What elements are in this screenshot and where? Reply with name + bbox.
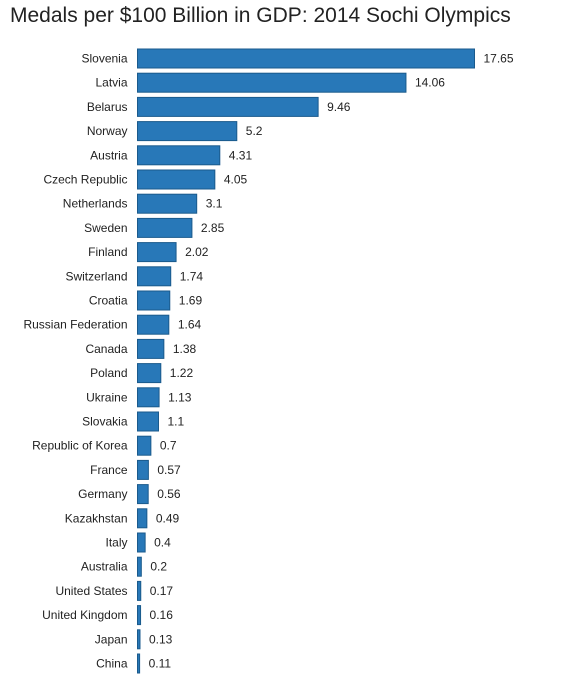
category-label: Finland <box>88 245 127 259</box>
value-label: 1.38 <box>173 342 197 356</box>
category-label: Germany <box>78 487 127 501</box>
bar <box>137 363 162 384</box>
value-label: 0.17 <box>150 584 174 598</box>
value-label: 3.1 <box>206 197 223 211</box>
category-label: United Kingdom <box>42 608 127 622</box>
chart-title: Medals per $100 Billion in GDP: 2014 Soc… <box>10 4 511 27</box>
value-label: 0.57 <box>157 463 181 477</box>
value-label: 5.2 <box>246 124 263 138</box>
value-label: 0.16 <box>150 608 174 622</box>
category-label: Belarus <box>87 100 128 114</box>
bar <box>137 653 141 674</box>
category-label: Ukraine <box>86 390 128 404</box>
bar <box>137 484 149 505</box>
category-label: Canada <box>85 342 127 356</box>
category-label: Poland <box>90 366 127 380</box>
category-label: Italy <box>105 536 127 550</box>
value-label: 1.22 <box>170 366 194 380</box>
value-label: 0.4 <box>154 536 171 550</box>
bar <box>137 290 171 311</box>
bar <box>137 121 238 142</box>
value-label: 4.31 <box>229 148 253 162</box>
value-label: 14.06 <box>415 76 445 90</box>
bar <box>137 217 193 238</box>
category-label: China <box>96 657 128 671</box>
bar <box>137 193 198 214</box>
bar <box>137 459 149 480</box>
category-label: Sweden <box>84 221 127 235</box>
bar <box>137 556 142 577</box>
bar <box>137 338 165 359</box>
value-label: 1.64 <box>178 318 202 332</box>
bar <box>137 169 216 190</box>
bar <box>137 580 142 601</box>
value-label: 0.13 <box>149 632 173 646</box>
value-label: 2.02 <box>185 245 209 259</box>
value-label: 0.2 <box>150 560 167 574</box>
bar <box>137 48 475 69</box>
value-label: 1.69 <box>179 294 203 308</box>
bar <box>137 435 152 456</box>
category-label: Australia <box>81 560 128 574</box>
category-label: Austria <box>90 148 128 162</box>
category-label: Republic of Korea <box>32 439 128 453</box>
value-label: 0.56 <box>157 487 181 501</box>
value-label: 9.46 <box>327 100 351 114</box>
bar <box>137 387 160 408</box>
bar <box>137 411 160 432</box>
bar <box>137 72 407 93</box>
bar <box>137 605 142 626</box>
value-label: 0.49 <box>156 511 180 525</box>
bar <box>137 96 319 117</box>
value-label: 4.05 <box>224 173 248 187</box>
bar <box>137 314 170 335</box>
category-label: Czech Republic <box>43 173 127 187</box>
value-label: 0.7 <box>160 439 177 453</box>
category-label: Slovakia <box>82 415 128 429</box>
category-label: Slovenia <box>81 52 127 66</box>
bar <box>137 508 148 529</box>
category-label: Kazakhstan <box>65 511 128 525</box>
category-label: Norway <box>87 124 128 138</box>
value-label: 0.11 <box>149 657 172 671</box>
category-label: Japan <box>95 632 128 646</box>
category-label: France <box>90 463 128 477</box>
value-label: 17.65 <box>484 52 514 66</box>
value-label: 2.85 <box>201 221 225 235</box>
bar <box>137 629 141 650</box>
value-label: 1.13 <box>168 390 192 404</box>
category-label: Netherlands <box>63 197 128 211</box>
category-label: Croatia <box>89 294 128 308</box>
category-label: Switzerland <box>65 269 127 283</box>
bar <box>137 266 172 287</box>
category-label: Russian Federation <box>23 318 127 332</box>
category-label: United States <box>55 584 127 598</box>
bar <box>137 145 221 166</box>
bar <box>137 242 177 263</box>
value-label: 1.1 <box>168 415 185 429</box>
category-label: Latvia <box>95 76 127 90</box>
bar <box>137 532 146 553</box>
value-label: 1.74 <box>180 269 204 283</box>
